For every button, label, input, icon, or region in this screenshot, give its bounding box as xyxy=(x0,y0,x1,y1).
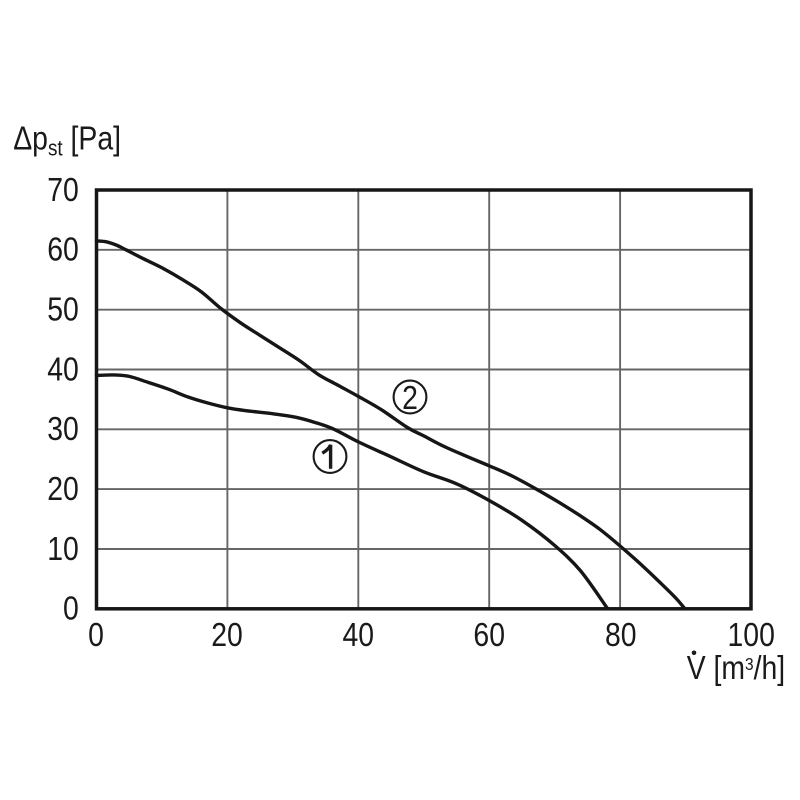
svg-text:100: 100 xyxy=(728,616,775,654)
svg-text:50: 50 xyxy=(47,290,79,328)
svg-text:60: 60 xyxy=(473,616,505,654)
svg-text:20: 20 xyxy=(47,470,79,508)
svg-text:0: 0 xyxy=(88,616,104,654)
svg-text:60: 60 xyxy=(47,231,79,269)
svg-text:30: 30 xyxy=(47,410,79,448)
svg-text:10: 10 xyxy=(47,530,79,568)
svg-text:2: 2 xyxy=(402,379,418,417)
svg-text:40: 40 xyxy=(47,350,79,388)
svg-text:20: 20 xyxy=(211,616,243,654)
svg-text:0: 0 xyxy=(63,590,79,628)
svg-text:70: 70 xyxy=(47,171,79,209)
svg-text:40: 40 xyxy=(343,616,375,654)
svg-text:80: 80 xyxy=(605,616,637,654)
svg-text:V [m3/h]: V [m3/h] xyxy=(687,649,785,687)
svg-text:Δpst [Pa]: Δpst [Pa] xyxy=(13,119,121,160)
